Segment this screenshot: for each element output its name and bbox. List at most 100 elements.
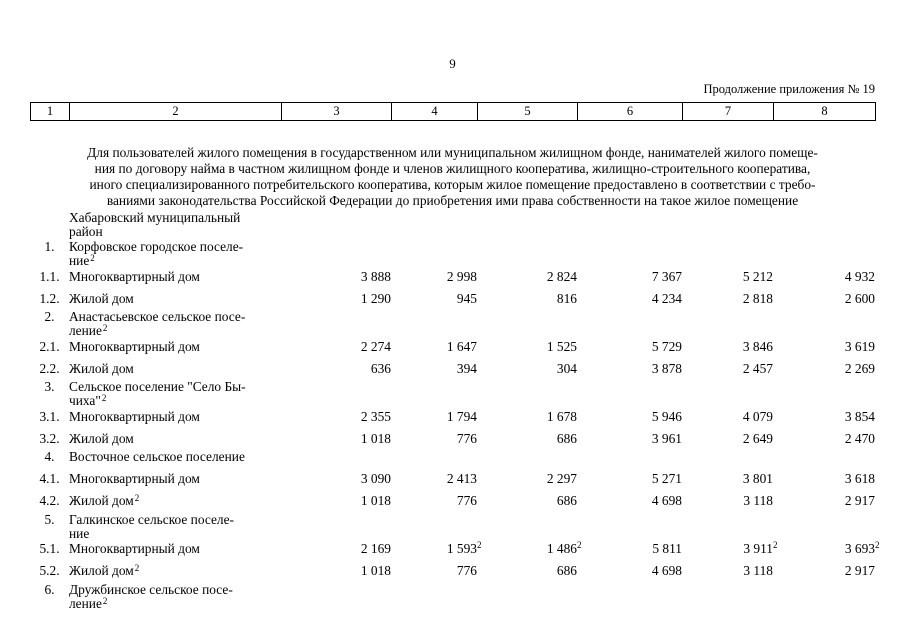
value-number-text: 686	[556, 493, 577, 508]
value-cell: 2 917	[773, 564, 875, 583]
value-number-text: 4 698	[651, 563, 682, 578]
value-cell	[281, 310, 391, 340]
value-number: 5 811	[652, 541, 682, 556]
table-row: 3. Сельское поселение "Село Бы-чиха"2	[30, 380, 875, 410]
footnote-superscript: 2	[102, 596, 108, 606]
value-cell	[281, 513, 391, 542]
table-row: 3.1. Многоквартирный дом 2 355 1 794 1 678 5 …	[30, 410, 875, 432]
value-cell	[281, 450, 391, 472]
value-cell: 3 911 2	[682, 540, 777, 564]
value-number: 1 794	[447, 409, 477, 424]
value-number: 1 018	[361, 431, 391, 446]
row-number: 2.2.	[39, 361, 60, 376]
value-number: 776	[457, 493, 477, 508]
value-number-text: 4 079	[742, 409, 773, 424]
header-cell: 4	[391, 102, 478, 121]
value-number-text: 3 118	[743, 493, 773, 508]
value-cell: 2 355	[281, 410, 391, 432]
value-number: 686	[557, 563, 577, 578]
value-cell: 3 118	[682, 494, 773, 513]
row-label: Галкинское сельское поселе-ние	[69, 513, 281, 542]
row-label-text: Жилой дом	[69, 291, 134, 306]
value-cell	[391, 211, 477, 240]
value-cell: 3 618	[773, 472, 875, 494]
value-cell	[682, 450, 773, 472]
value-number: 3 801	[743, 471, 773, 486]
value-number: 2 917	[845, 563, 875, 578]
row-number: 4.	[44, 449, 55, 464]
row-label-line: Многоквартирный дом	[69, 410, 281, 424]
value-number: 2 457	[743, 361, 773, 376]
value-cell	[391, 240, 477, 270]
value-number: 3 090	[361, 471, 391, 486]
value-number: 3 888	[361, 269, 391, 284]
value-cell	[391, 450, 477, 472]
value-cell: 3 961	[577, 432, 682, 450]
value-cell	[577, 211, 682, 240]
row-number: 5.1.	[39, 541, 60, 556]
value-number-text: 3 618	[844, 471, 875, 486]
value-cell: 816	[477, 292, 577, 310]
value-number-text: 2 355	[360, 409, 391, 424]
row-label-line: ние2	[69, 253, 281, 269]
value-cell: 4 079	[682, 410, 773, 432]
row-label-line: Галкинское сельское поселе-	[69, 513, 281, 527]
value-number-text: 4 698	[651, 493, 682, 508]
table-row: 4.2. Жилой дом2 1 018 776 686 4 698 3 118 2 917	[30, 493, 875, 513]
value-cell: 686	[477, 432, 577, 450]
value-cell: 1 678	[477, 410, 577, 432]
value-number-text: 776	[456, 493, 477, 508]
row-label: Анастасьевское сельское посе-ление2	[69, 310, 281, 340]
row-label-text: Жилой дом	[69, 493, 134, 508]
row-label-text: Многоквартирный дом	[69, 541, 200, 556]
table-row: 1.1. Многоквартирный дом 3 888 2 998 2 824 7 …	[30, 270, 875, 292]
row-number: 1.	[44, 239, 55, 254]
row-number: 2.	[44, 309, 55, 324]
value-number-text: 2 269	[844, 361, 875, 376]
value-cell: 686	[477, 494, 577, 513]
value-cell	[391, 583, 477, 613]
row-label-text: Хабаровский муниципальный	[69, 210, 241, 225]
value-number: 1 678	[547, 409, 577, 424]
value-number: 816	[557, 291, 577, 306]
value-cell	[391, 513, 477, 542]
row-label: Корфовское городское поселе-ние2	[69, 240, 281, 270]
value-cell: 3 854	[773, 410, 875, 432]
value-cell: 1 486 2	[477, 540, 582, 564]
value-cell	[682, 240, 773, 270]
value-number: 5 946	[652, 409, 682, 424]
value-number-text: 304	[556, 361, 577, 376]
row-number: 3.2.	[39, 431, 60, 446]
row-label-text: Многоквартирный дом	[69, 269, 200, 284]
value-number: 2 355	[361, 409, 391, 424]
row-label-line: Многоквартирный дом	[69, 472, 281, 486]
row-label-line: чиха"2	[69, 393, 281, 409]
table-row: 6. Дружбинское сельское посе-ление2	[30, 583, 875, 613]
value-number: 1 593 2	[447, 540, 482, 556]
row-label-text: Жилой дом	[69, 563, 134, 578]
value-number-text: 3 693	[844, 541, 875, 556]
value-cell: 5 271	[577, 472, 682, 494]
value-number: 3 878	[652, 361, 682, 376]
value-number-text: 2 818	[742, 291, 773, 306]
value-cell: 776	[391, 432, 477, 450]
value-number: 2 470	[845, 431, 875, 446]
intro-line: ния по договору найма в частном жилищном…	[94, 161, 811, 176]
intro-line: ваниями законодательства Российской Феде…	[106, 193, 799, 208]
row-number: 5.2.	[39, 563, 60, 578]
value-cell: 2 649	[682, 432, 773, 450]
value-number: 1 525	[547, 339, 577, 354]
row-label-line: Жилой дом	[69, 432, 281, 446]
value-cell	[391, 310, 477, 340]
value-cell	[682, 583, 773, 613]
value-cell: 1 794	[391, 410, 477, 432]
value-number: 4 079	[743, 409, 773, 424]
value-cell: 4 234	[577, 292, 682, 310]
row-number: 4.2.	[39, 493, 60, 508]
row-label-text: Дружбинское сельское посе-	[69, 582, 233, 597]
value-number: 4 698	[652, 563, 682, 578]
value-cell: 5 811	[577, 542, 682, 564]
row-label-text: чиха"	[69, 393, 101, 408]
value-cell: 2 269	[773, 362, 875, 380]
